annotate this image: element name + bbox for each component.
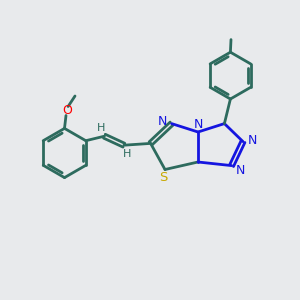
- Text: H: H: [123, 148, 132, 159]
- Text: N: N: [247, 134, 257, 147]
- Text: N: N: [235, 164, 245, 178]
- Text: O: O: [63, 104, 72, 118]
- Text: N: N: [193, 118, 203, 131]
- Text: S: S: [159, 171, 168, 184]
- Text: H: H: [97, 123, 105, 133]
- Text: N: N: [158, 115, 167, 128]
